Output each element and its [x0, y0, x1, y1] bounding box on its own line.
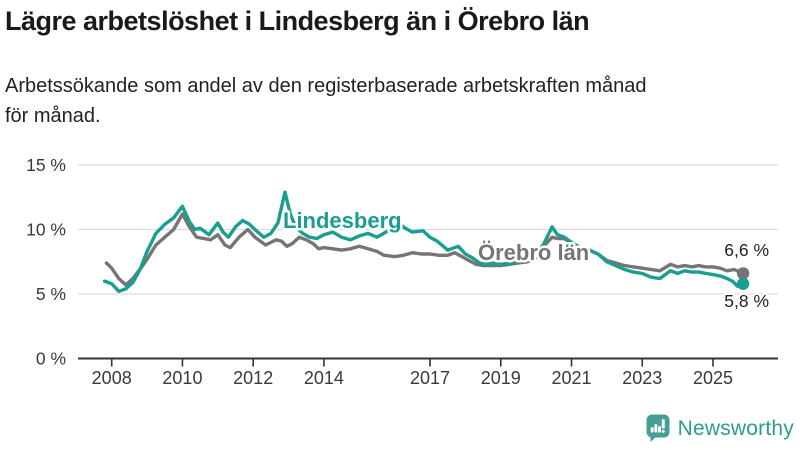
subtitle-line-1: Arbetssökande som andel av den registerb… [5, 75, 647, 97]
newsworthy-logo-text: Newsworthy [677, 416, 794, 440]
y-tick-label-15: 15 % [26, 155, 66, 175]
x-tick-label-2010: 2010 [162, 368, 202, 388]
x-tick-label-2019: 2019 [481, 368, 521, 388]
x-tick-label-2023: 2023 [622, 368, 662, 388]
y-tick-label-5: 5 % [36, 284, 66, 304]
lindesberg-line [102, 190, 745, 294]
newsworthy-logo: Newsworthy [646, 414, 794, 443]
y-tick-label-10: 10 % [26, 220, 66, 240]
lindesberg-end-dot [736, 277, 750, 290]
x-tick-label-2014: 2014 [304, 368, 344, 388]
page-title: Lägre arbetslöshet i Lindesberg än i Öre… [5, 6, 590, 36]
newsworthy-logo-icon [646, 414, 670, 442]
y-tick-label-0: 0 % [36, 349, 66, 369]
x-tick-label-2017: 2017 [410, 368, 450, 388]
x-tick-label-2021: 2021 [551, 368, 591, 388]
x-tick-label-2008: 2008 [92, 368, 132, 388]
subtitle-line-2: för månad. [5, 105, 101, 127]
orebro-lan-series-label: Örebro län [478, 240, 589, 265]
orebro-lan-line [104, 212, 745, 287]
lindesberg-end-value-label: 5,8 % [724, 291, 769, 311]
orebro-lan-end-value-label: 6,6 % [724, 240, 769, 260]
lindesberg-series-label: Lindesberg [283, 208, 402, 233]
page-subtitle: Arbetssökande som andel av den registerb… [5, 71, 647, 131]
x-tick-label-2025: 2025 [693, 368, 733, 388]
orebro-lan-end-dot [736, 267, 750, 280]
x-tick-label-2012: 2012 [233, 368, 273, 388]
